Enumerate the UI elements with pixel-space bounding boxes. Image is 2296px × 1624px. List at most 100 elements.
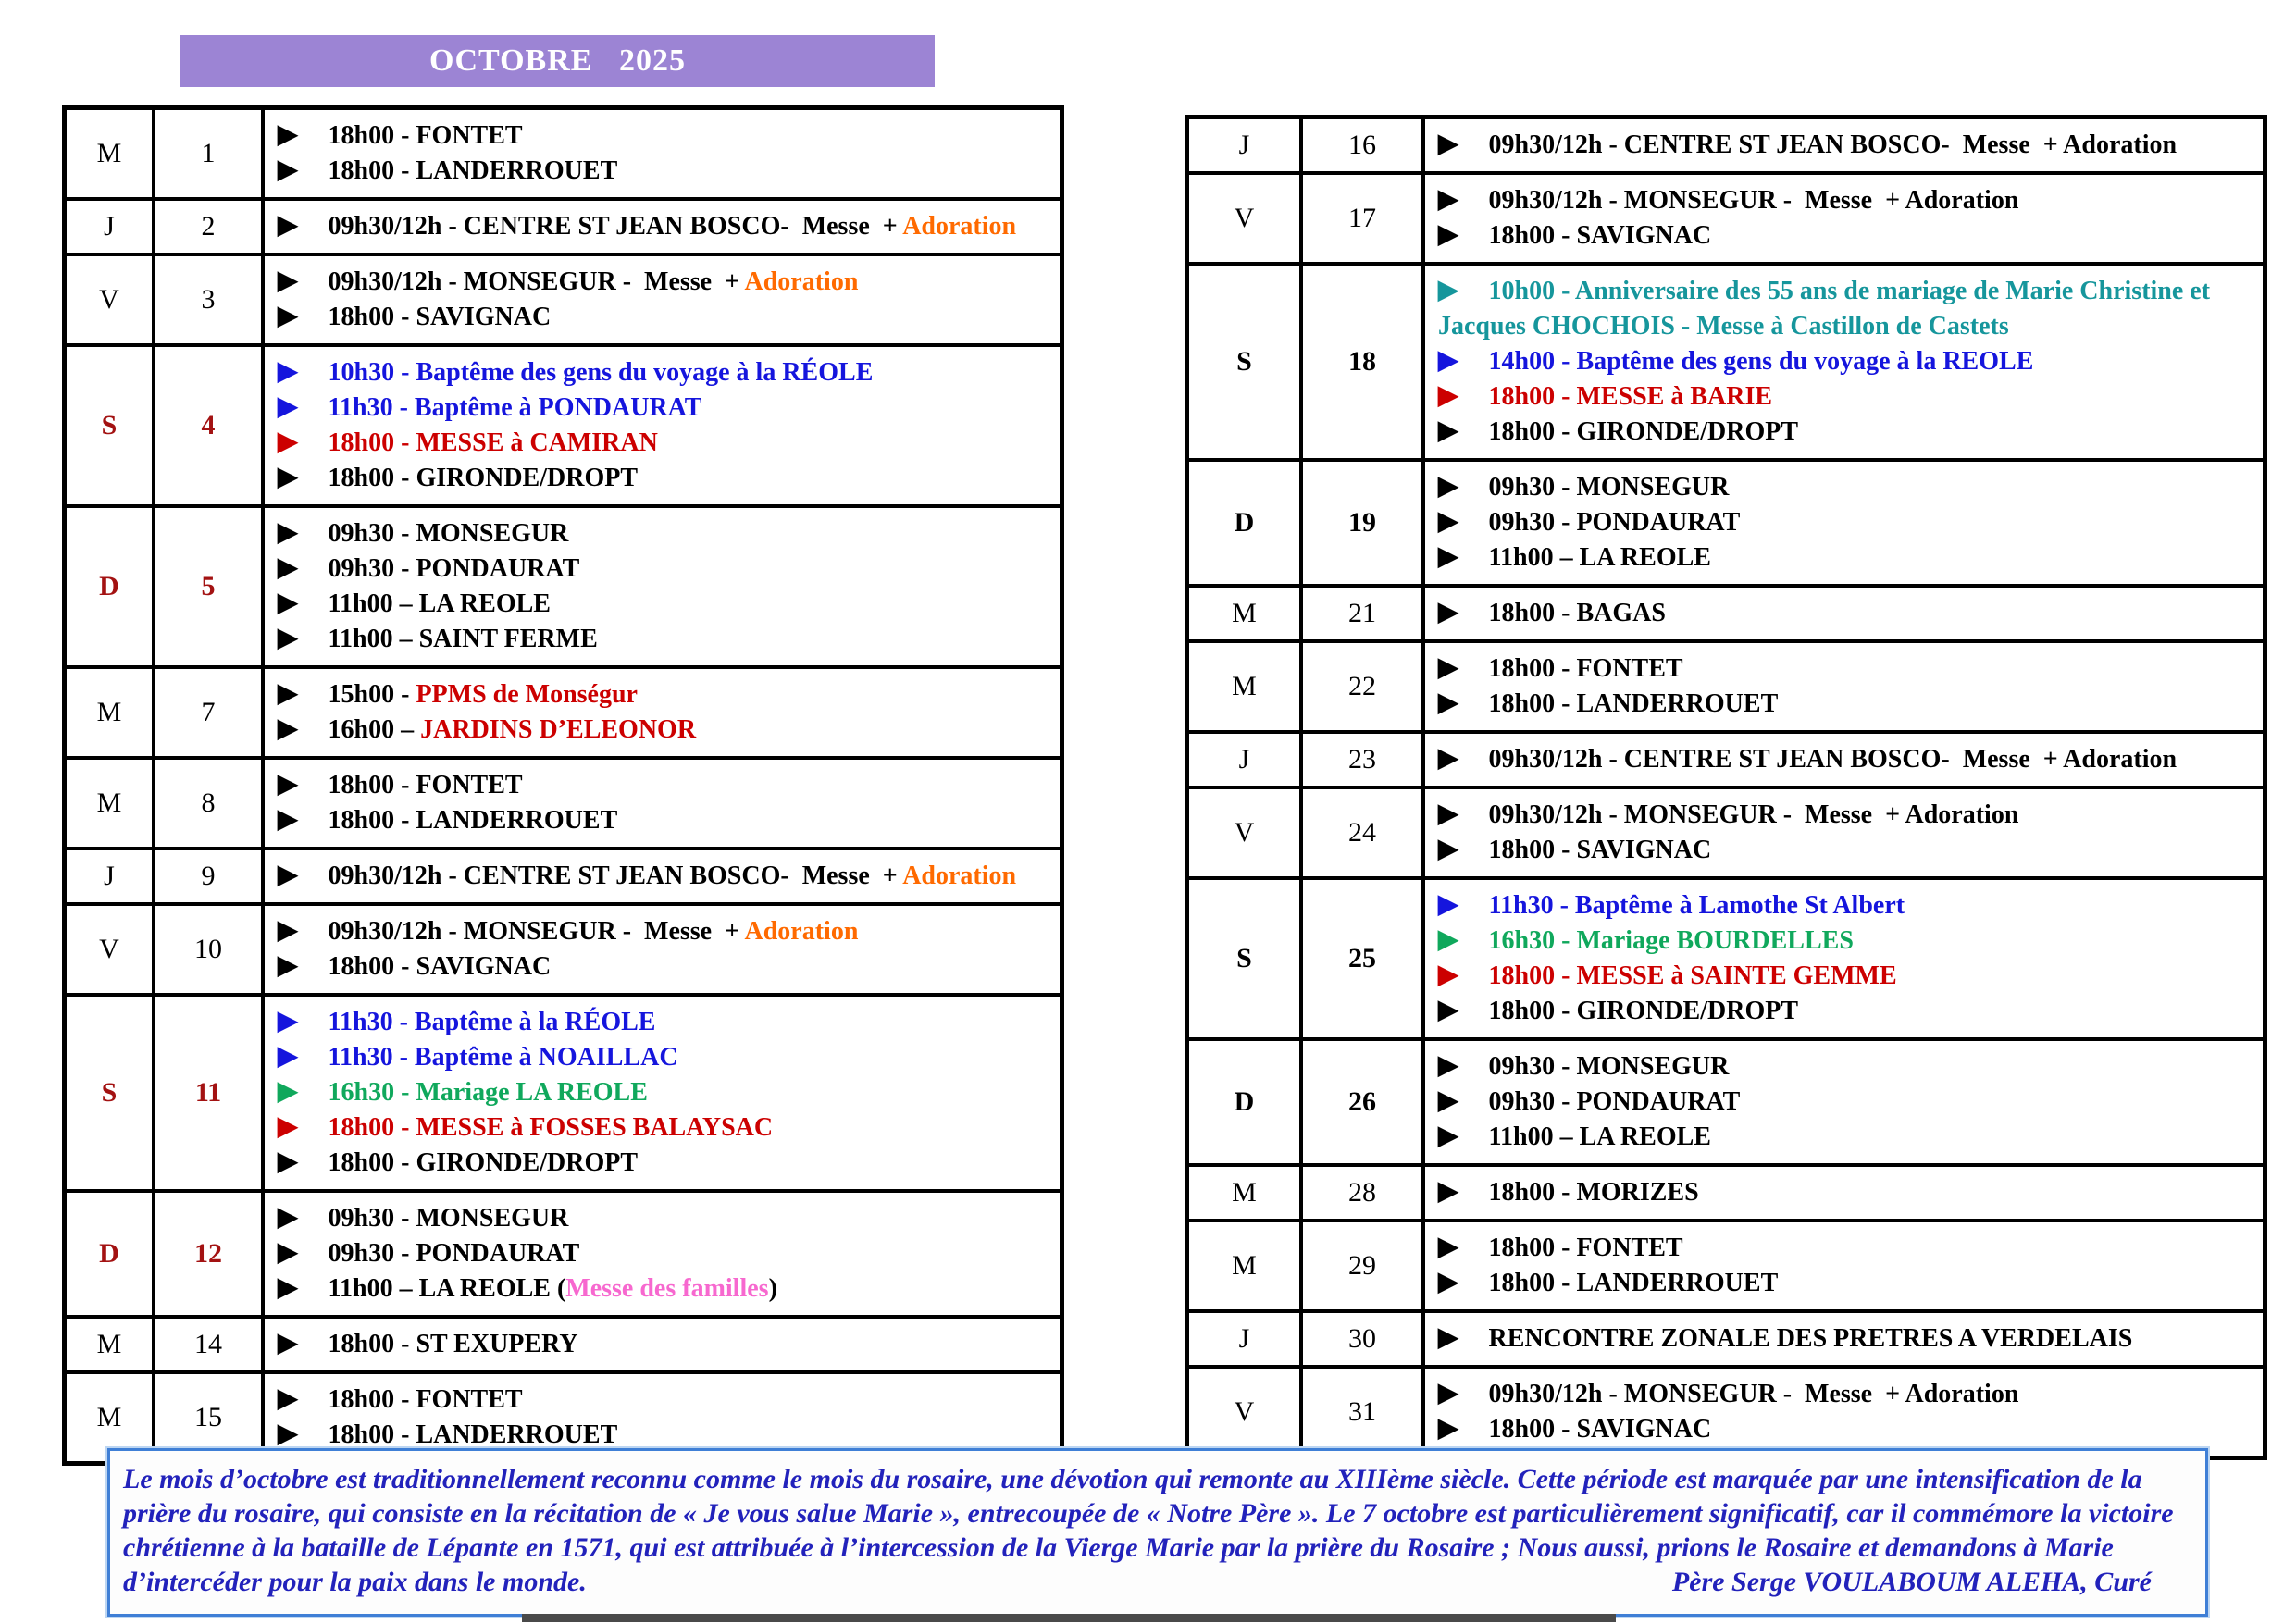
event-item: ▶ 09h30/12h - MONSEGUR - Messe + Adoratio…	[278, 265, 1050, 300]
event-text-segment: 18h00 - LANDERROUET	[328, 156, 618, 185]
calendar-row: M 22 ▶ 18h00 - FONTET ▶ 18h00 - LANDERROUET	[1189, 639, 2263, 730]
event-item: ▶ 11h00 – LA REOLE (Messe des familles)	[278, 1271, 1050, 1307]
day-events: ▶ 18h00 - FONTET ▶ 18h00 - LANDERROUET	[265, 110, 1060, 197]
event-item: ▶ 09h30 - MONSEGUR	[1438, 1049, 2253, 1085]
day-number: 26	[1303, 1041, 1425, 1163]
day-number: 17	[1303, 175, 1425, 262]
event-item: ▶ 18h00 - MESSE à BARIE	[1438, 379, 2253, 415]
event-text-segment: 09h30 - MONSEGUR	[328, 1204, 569, 1233]
triangle-bullet-icon: ▶	[278, 302, 298, 330]
event-text-segment: Messe des familles	[565, 1274, 769, 1303]
day-letter: V	[1189, 175, 1303, 262]
triangle-bullet-icon: ▶	[278, 1203, 298, 1232]
event-text-segment: 09h30/12h - MONSEGUR - Messe +	[328, 917, 745, 946]
event-text-segment: 18h00 - MESSE à SAINTE GEMME	[1488, 961, 1897, 990]
event-item: ▶ 11h00 – LA REOLE	[278, 587, 1050, 622]
event-text-segment: 10h30 - Baptême des gens du voyage à la …	[328, 358, 874, 387]
day-events: ▶ 18h00 - BAGAS	[1425, 588, 2263, 639]
event-item: ▶ 09h30/12h - CENTRE ST JEAN BOSCO- Messe…	[278, 859, 1050, 894]
event-text-segment: 18h00 - GIRONDE/DROPT	[328, 464, 639, 492]
day-events: ▶ 18h00 - FONTET ▶ 18h00 - LANDERROUET	[265, 1374, 1060, 1461]
event-text-segment: 18h00 - GIRONDE/DROPT	[328, 1148, 639, 1177]
day-events: ▶ 15h00 - PPMS de Monségur ▶ 16h00 – JARDIN…	[265, 669, 1060, 756]
triangle-bullet-icon: ▶	[278, 1384, 298, 1413]
event-text-segment: 09h30 - MONSEGUR	[1488, 1052, 1730, 1081]
event-text-segment: 09h30/12h - MONSEGUR - Messe + Adoration	[1488, 186, 2019, 215]
triangle-bullet-icon: ▶	[1438, 835, 1458, 863]
triangle-bullet-icon: ▶	[278, 357, 298, 386]
triangle-bullet-icon: ▶	[1438, 507, 1458, 536]
triangle-bullet-icon: ▶	[1438, 1051, 1458, 1080]
day-letter: M	[67, 669, 155, 756]
event-item: ▶ 14h00 - Baptême des gens du voyage à la…	[1438, 344, 2253, 379]
calendar-row: M 7 ▶ 15h00 - PPMS de Monségur ▶ 16h00 – JARD…	[67, 665, 1060, 756]
event-text-segment: 18h00 - SAVIGNAC	[328, 303, 552, 331]
event-item: ▶ 18h00 - FONTET	[278, 1382, 1050, 1418]
triangle-bullet-icon: ▶	[1438, 185, 1458, 214]
day-letter: S	[67, 347, 155, 504]
day-events: ▶ 09h30/12h - CENTRE ST JEAN BOSCO- Messe…	[265, 850, 1060, 902]
day-letter: M	[1189, 1167, 1303, 1219]
day-number: 12	[155, 1193, 265, 1315]
event-text-segment: 09h30/12h - MONSEGUR - Messe + Adoration	[1488, 1380, 2019, 1408]
event-text-segment: 09h30 - PONDAURAT	[1488, 508, 1741, 537]
day-number: 2	[155, 201, 265, 253]
triangle-bullet-icon: ▶	[278, 1077, 298, 1106]
day-number: 1	[155, 110, 265, 197]
footer-signature: Père Serge VOULABOUM ALEHA, Curé	[1671, 1567, 2152, 1597]
event-text-segment: 11h30 - Baptême à NOAILLAC	[328, 1043, 678, 1072]
day-events: ▶ RENCONTRE ZONALE DES PRETRES A VERDELAI…	[1425, 1313, 2263, 1365]
event-item: ▶ 11h30 - Baptême à NOAILLAC	[278, 1040, 1050, 1075]
event-item: ▶ 18h00 - SAVIGNAC	[1438, 218, 2253, 254]
event-text-segment: 09h30 - MONSEGUR	[1488, 473, 1730, 502]
calendar-row: V 24 ▶ 09h30/12h - MONSEGUR - Messe + Adora…	[1189, 786, 2263, 876]
triangle-bullet-icon: ▶	[1438, 1233, 1458, 1261]
calendar-row: S 11 ▶ 11h30 - Baptême à la RÉOLE ▶ 11h30 - B…	[67, 993, 1060, 1189]
day-number: 11	[155, 997, 265, 1189]
triangle-bullet-icon: ▶	[278, 679, 298, 708]
triangle-bullet-icon: ▶	[1438, 744, 1458, 773]
event-text-segment: 18h00 - SAVIGNAC	[1488, 1415, 1712, 1444]
event-text-segment: 18h00 - MORIZES	[1488, 1178, 1699, 1207]
event-item: ▶ 09h30/12h - MONSEGUR - Messe + Adoratio…	[278, 914, 1050, 949]
day-events: ▶ 10h30 - Baptême des gens du voyage à la…	[265, 347, 1060, 504]
day-events: ▶ 09h30/12h - MONSEGUR - Messe + Adoratio…	[1425, 1369, 2263, 1456]
day-events: ▶ 18h00 - ST EXUPERY	[265, 1319, 1060, 1370]
event-text-segment: 18h00 - GIRONDE/DROPT	[1488, 997, 1799, 1025]
event-text-segment: 09h30/12h - CENTRE ST JEAN BOSCO- Messe …	[328, 212, 903, 241]
calendar-row: S 25 ▶ 11h30 - Baptême à Lamothe St Albert ▶…	[1189, 876, 2263, 1037]
triangle-bullet-icon: ▶	[1438, 688, 1458, 717]
day-events: ▶ 09h30/12h - CENTRE ST JEAN BOSCO- Messe…	[1425, 119, 2263, 171]
event-text-segment: 09h30/12h - MONSEGUR - Messe + Adoration	[1488, 800, 2019, 829]
day-events: ▶ 09h30/12h - MONSEGUR - Messe + Adoratio…	[1425, 789, 2263, 876]
event-text-segment: JARDINS D’ELEONOR	[420, 715, 697, 744]
day-events: ▶ 11h30 - Baptême à la RÉOLE ▶ 11h30 - Bapt…	[265, 997, 1060, 1189]
event-item: ▶ 18h00 - GIRONDE/DROPT	[278, 1146, 1050, 1181]
day-events: ▶ 18h00 - FONTET ▶ 18h00 - LANDERROUET	[1425, 1222, 2263, 1309]
day-number: 25	[1303, 880, 1425, 1037]
event-text-segment: 10h00 - Anniversaire des 55 ans de maria…	[1438, 277, 2217, 341]
event-item: ▶ 18h00 - ST EXUPERY	[278, 1327, 1050, 1362]
triangle-bullet-icon: ▶	[278, 624, 298, 652]
event-text-segment: 16h30 - Mariage BOURDELLES	[1488, 926, 1854, 955]
calendar-row: D 19 ▶ 09h30 - MONSEGUR ▶ 09h30 - PONDAURAT ▶ 1…	[1189, 458, 2263, 584]
event-item: ▶ 18h00 - GIRONDE/DROPT	[1438, 994, 2253, 1029]
event-item: ▶ 10h30 - Baptême des gens du voyage à la…	[278, 355, 1050, 391]
event-text-segment: 11h30 - Baptême à Lamothe St Albert	[1488, 891, 1905, 920]
day-letter: M	[67, 110, 155, 197]
triangle-bullet-icon: ▶	[278, 861, 298, 889]
day-letter: V	[1189, 1369, 1303, 1456]
day-letter: D	[1189, 1041, 1303, 1163]
calendar-row: M 28 ▶ 18h00 - MORIZES	[1189, 1163, 2263, 1219]
event-item: ▶ 09h30/12h - MONSEGUR - Messe + Adoratio…	[1438, 798, 2253, 833]
triangle-bullet-icon: ▶	[1438, 381, 1458, 410]
event-item: ▶ 09h30 - PONDAURAT	[278, 552, 1050, 587]
day-number: 15	[155, 1374, 265, 1461]
calendar-row: J 16 ▶ 09h30/12h - CENTRE ST JEAN BOSCO- Me…	[1189, 119, 2263, 171]
day-letter: D	[1189, 462, 1303, 584]
day-events: ▶ 09h30 - MONSEGUR ▶ 09h30 - PONDAURAT ▶ 11h0…	[265, 508, 1060, 665]
event-text-segment: 18h00 - LANDERROUET	[328, 1420, 618, 1449]
page-edge-artifact	[522, 1614, 1616, 1622]
event-text-segment: Adoration	[744, 917, 859, 946]
triangle-bullet-icon: ▶	[1438, 1086, 1458, 1115]
